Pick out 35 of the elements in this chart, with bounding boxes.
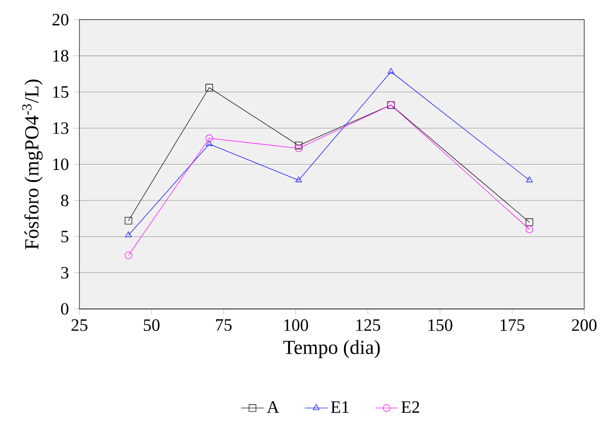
point (294, 142, 302, 150)
x-tick-label: 75 (216, 319, 232, 331)
point (526, 218, 534, 226)
point (388, 68, 394, 74)
x-tick-label: 50 (144, 319, 160, 331)
y-tick-label: 8 (61, 194, 68, 206)
y-tick-label: 18 (53, 50, 68, 62)
point (205, 84, 213, 92)
point (294, 144, 302, 152)
point (124, 216, 132, 224)
y-tick-label: 0 (61, 303, 68, 315)
point (205, 134, 213, 142)
point (124, 252, 132, 260)
y-tick-label: 3 (61, 266, 68, 278)
point (125, 231, 132, 238)
point (206, 140, 212, 146)
y-tick-label: 15 (53, 86, 68, 98)
point (295, 176, 302, 182)
point (526, 226, 534, 234)
x-tick-label: 25 (72, 319, 88, 331)
legend-label: A (266, 401, 280, 413)
y-tick-label: 13 (53, 122, 68, 134)
x-tick-label: 200 (572, 319, 597, 331)
x-tick-label: 125 (356, 319, 380, 331)
y-tick-label: 20 (52, 14, 68, 26)
y-axis-title: Fósforo (mgPO4$^{-3}$/L) (22, 79, 43, 250)
x-tick-label: 175 (500, 319, 524, 331)
y-tick-label: 5 (61, 230, 68, 242)
point (526, 176, 533, 182)
x-tick-label: 150 (428, 319, 452, 331)
x-axis-title: Tempo (dia) (283, 340, 380, 358)
legend-label: E2 (401, 401, 420, 413)
legend-label: E1 (330, 401, 349, 413)
x-tick-label: 100 (284, 319, 308, 331)
y-tick-label: 10 (53, 158, 68, 170)
